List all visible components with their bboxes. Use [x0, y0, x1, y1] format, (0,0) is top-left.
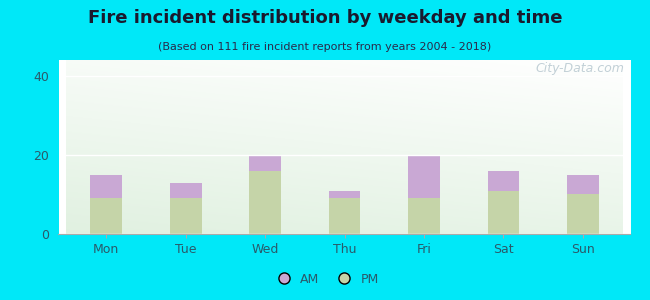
Bar: [170, 183, 202, 198]
Bar: [329, 198, 360, 234]
Text: City-Data.com: City-Data.com: [536, 62, 625, 75]
Bar: [249, 171, 281, 234]
Bar: [408, 198, 440, 234]
Bar: [170, 198, 202, 234]
Bar: [567, 175, 599, 194]
Bar: [90, 198, 122, 234]
Text: Fire incident distribution by weekday and time: Fire incident distribution by weekday an…: [88, 9, 562, 27]
Bar: [567, 194, 599, 234]
Bar: [488, 190, 519, 234]
Legend: AM, PM: AM, PM: [266, 268, 384, 291]
Bar: [408, 155, 440, 198]
Text: (Based on 111 fire incident reports from years 2004 - 2018): (Based on 111 fire incident reports from…: [159, 42, 491, 52]
Bar: [488, 171, 519, 190]
Bar: [90, 175, 122, 198]
Bar: [329, 190, 360, 198]
Bar: [249, 155, 281, 171]
